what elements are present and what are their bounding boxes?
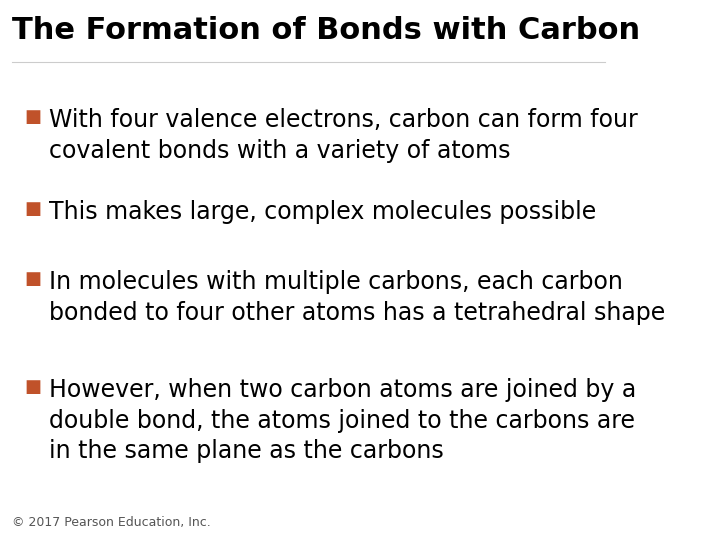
- Text: With four valence electrons, carbon can form four
covalent bonds with a variety : With four valence electrons, carbon can …: [50, 108, 638, 163]
- Text: This makes large, complex molecules possible: This makes large, complex molecules poss…: [50, 200, 597, 224]
- Text: ■: ■: [24, 378, 42, 396]
- Text: The Formation of Bonds with Carbon: The Formation of Bonds with Carbon: [12, 16, 641, 45]
- Text: In molecules with multiple carbons, each carbon
bonded to four other atoms has a: In molecules with multiple carbons, each…: [50, 270, 665, 325]
- Text: However, when two carbon atoms are joined by a
double bond, the atoms joined to : However, when two carbon atoms are joine…: [50, 378, 636, 463]
- Text: ■: ■: [24, 270, 42, 288]
- Text: © 2017 Pearson Education, Inc.: © 2017 Pearson Education, Inc.: [12, 516, 211, 529]
- Text: ■: ■: [24, 200, 42, 218]
- Text: ■: ■: [24, 108, 42, 126]
